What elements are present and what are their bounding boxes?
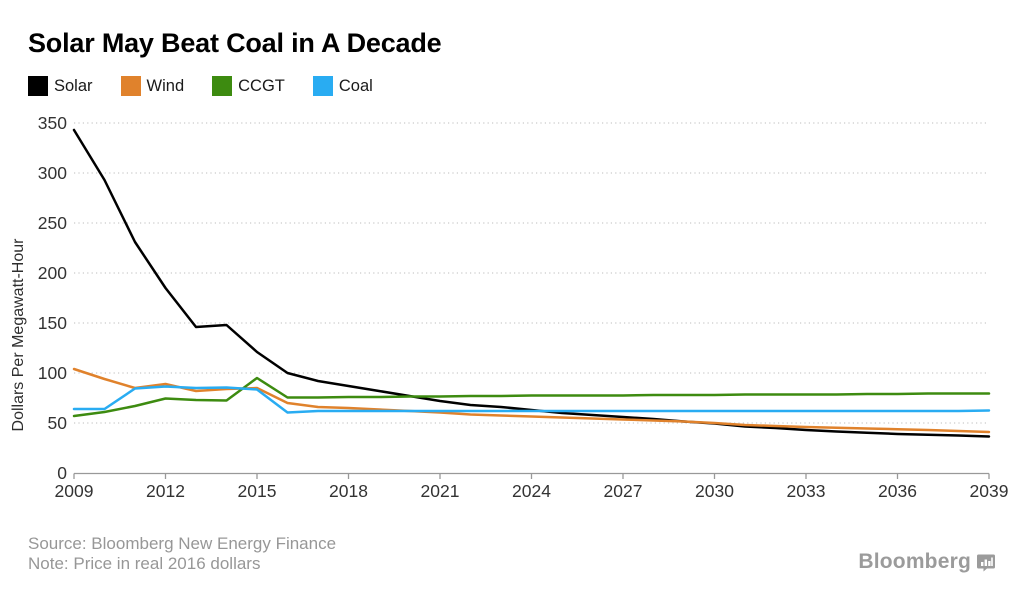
y-tick-label: 350 bbox=[38, 113, 67, 133]
x-tick-label: 2009 bbox=[55, 481, 94, 501]
source-note: Source: Bloomberg New Energy Finance bbox=[28, 534, 337, 553]
y-axis-title: Dollars Per Megawatt-Hour bbox=[10, 238, 27, 432]
x-tick-label: 2039 bbox=[970, 481, 1009, 501]
y-tick-label: 300 bbox=[38, 163, 67, 183]
legend-label-ccgt: CCGT bbox=[238, 76, 285, 95]
bloomberg-logo: Bloomberg bbox=[858, 550, 996, 574]
y-tick-label: 250 bbox=[38, 213, 67, 233]
legend-item-solar: Solar bbox=[28, 76, 93, 96]
bloomberg-logo-text: Bloomberg bbox=[858, 550, 971, 573]
x-tick-label: 2012 bbox=[146, 481, 185, 501]
x-tick-label: 2033 bbox=[787, 481, 826, 501]
series-line-ccgt bbox=[72, 376, 991, 418]
x-tick-label: 2024 bbox=[512, 481, 551, 501]
legend-label-wind: Wind bbox=[146, 76, 185, 95]
footer: Source: Bloomberg New Energy Finance Not… bbox=[28, 534, 336, 574]
wind-swatch-icon bbox=[120, 76, 141, 96]
series-line-wind bbox=[72, 367, 991, 434]
legend-item-wind: Wind bbox=[120, 76, 185, 96]
x-tick-label: 2015 bbox=[238, 481, 277, 501]
y-tick-label: 150 bbox=[38, 313, 67, 333]
y-tick-label: 50 bbox=[48, 413, 68, 433]
legend-label-solar: Solar bbox=[54, 76, 93, 95]
legend-item-coal: Coal bbox=[312, 76, 373, 96]
legend-label-coal: Coal bbox=[338, 76, 373, 95]
y-tick-label: 0 bbox=[57, 463, 67, 483]
x-tick-label: 2036 bbox=[878, 481, 917, 501]
ccgt-swatch-icon bbox=[212, 76, 233, 96]
solar-swatch-icon bbox=[28, 76, 48, 96]
coal-swatch-icon bbox=[312, 76, 333, 96]
x-tick-label: 2018 bbox=[329, 481, 368, 501]
x-tick-label: 2030 bbox=[695, 481, 734, 501]
y-tick-label: 200 bbox=[38, 263, 67, 283]
x-tick-label: 2021 bbox=[421, 481, 460, 501]
chart-title: Solar May Beat Coal in A Decade bbox=[28, 28, 442, 58]
x-tick-label: 2027 bbox=[604, 481, 643, 501]
y-tick-label: 100 bbox=[38, 363, 67, 383]
series-line-coal bbox=[72, 385, 991, 414]
price-note: Note: Price in real 2016 dollars bbox=[28, 554, 261, 573]
bloomberg-terminal-icon bbox=[977, 554, 995, 571]
legend-item-ccgt: CCGT bbox=[212, 76, 285, 96]
legend: Solar Wind CCGT Coal bbox=[28, 76, 401, 96]
